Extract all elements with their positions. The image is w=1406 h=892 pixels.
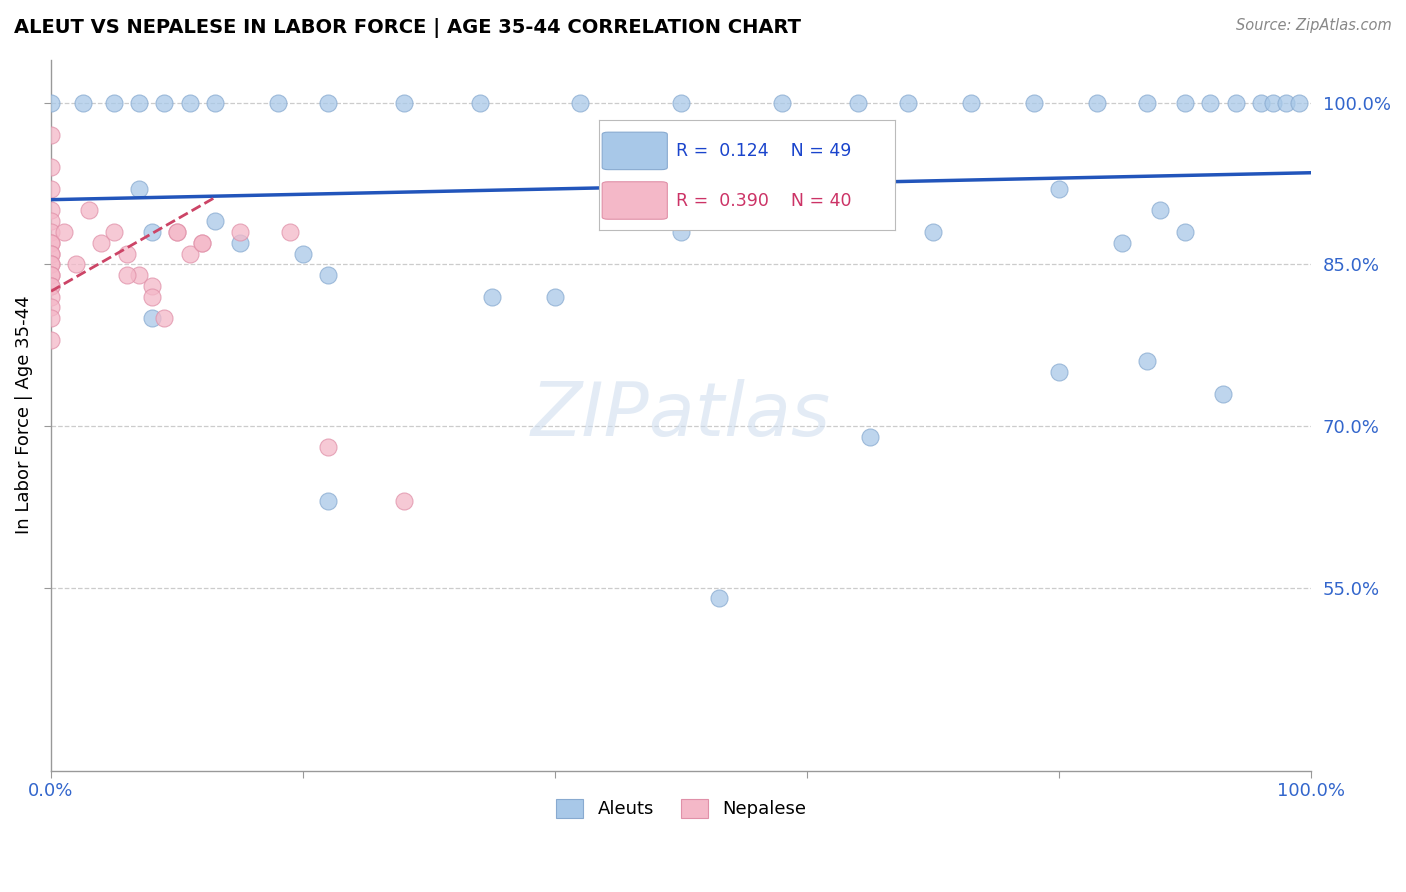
- Point: [229, 235, 252, 250]
- Point: [468, 95, 491, 110]
- Point: [39, 235, 62, 250]
- Point: [166, 225, 188, 239]
- Point: [707, 591, 730, 606]
- Point: [544, 290, 567, 304]
- Point: [1263, 95, 1285, 110]
- Point: [922, 225, 945, 239]
- Point: [1111, 235, 1133, 250]
- Point: [39, 246, 62, 260]
- Point: [1047, 182, 1070, 196]
- Point: [153, 311, 176, 326]
- Point: [128, 182, 150, 196]
- Point: [669, 95, 692, 110]
- Point: [52, 225, 75, 239]
- Point: [1250, 95, 1272, 110]
- Point: [1225, 95, 1247, 110]
- Point: [65, 257, 87, 271]
- Point: [316, 441, 339, 455]
- Point: [1149, 203, 1171, 218]
- Point: [1136, 95, 1159, 110]
- Point: [1212, 386, 1234, 401]
- Text: ZIPatlas: ZIPatlas: [531, 379, 831, 451]
- Point: [392, 95, 415, 110]
- Point: [191, 235, 214, 250]
- Point: [77, 203, 100, 218]
- Point: [859, 430, 882, 444]
- Point: [1085, 95, 1108, 110]
- Point: [39, 278, 62, 293]
- Point: [39, 257, 62, 271]
- Point: [316, 494, 339, 508]
- Point: [316, 268, 339, 282]
- Point: [39, 182, 62, 196]
- Text: ALEUT VS NEPALESE IN LABOR FORCE | AGE 35-44 CORRELATION CHART: ALEUT VS NEPALESE IN LABOR FORCE | AGE 3…: [14, 18, 801, 37]
- Point: [39, 214, 62, 228]
- Point: [39, 311, 62, 326]
- Point: [103, 225, 125, 239]
- Point: [39, 278, 62, 293]
- Point: [897, 95, 920, 110]
- Point: [115, 268, 138, 282]
- Point: [39, 268, 62, 282]
- Point: [280, 225, 302, 239]
- Point: [292, 246, 315, 260]
- Point: [39, 257, 62, 271]
- Point: [39, 333, 62, 347]
- Point: [481, 290, 503, 304]
- Point: [1136, 354, 1159, 368]
- Point: [1174, 95, 1197, 110]
- Point: [392, 494, 415, 508]
- Point: [141, 290, 163, 304]
- Point: [316, 95, 339, 110]
- Point: [1199, 95, 1222, 110]
- Point: [39, 161, 62, 175]
- Point: [204, 95, 226, 110]
- Point: [1288, 95, 1310, 110]
- Point: [179, 246, 201, 260]
- Point: [128, 95, 150, 110]
- Point: [141, 278, 163, 293]
- Point: [39, 301, 62, 315]
- Point: [72, 95, 94, 110]
- Point: [39, 235, 62, 250]
- Point: [267, 95, 290, 110]
- Point: [179, 95, 201, 110]
- Point: [39, 203, 62, 218]
- Point: [846, 95, 869, 110]
- Point: [770, 95, 793, 110]
- Point: [115, 246, 138, 260]
- Point: [39, 268, 62, 282]
- Point: [1275, 95, 1298, 110]
- Y-axis label: In Labor Force | Age 35-44: In Labor Force | Age 35-44: [15, 296, 32, 534]
- Point: [1047, 365, 1070, 379]
- Point: [128, 268, 150, 282]
- Point: [669, 225, 692, 239]
- Point: [39, 225, 62, 239]
- Point: [103, 95, 125, 110]
- Point: [166, 225, 188, 239]
- Point: [90, 235, 112, 250]
- Legend: Aleuts, Nepalese: Aleuts, Nepalese: [548, 792, 814, 826]
- Point: [229, 225, 252, 239]
- Point: [141, 311, 163, 326]
- Point: [39, 246, 62, 260]
- Point: [796, 193, 818, 207]
- Point: [1022, 95, 1045, 110]
- Point: [153, 95, 176, 110]
- Point: [569, 95, 592, 110]
- Point: [1174, 225, 1197, 239]
- Point: [39, 128, 62, 142]
- Text: Source: ZipAtlas.com: Source: ZipAtlas.com: [1236, 18, 1392, 33]
- Point: [39, 95, 62, 110]
- Point: [39, 290, 62, 304]
- Point: [191, 235, 214, 250]
- Point: [960, 95, 983, 110]
- Point: [141, 225, 163, 239]
- Point: [204, 214, 226, 228]
